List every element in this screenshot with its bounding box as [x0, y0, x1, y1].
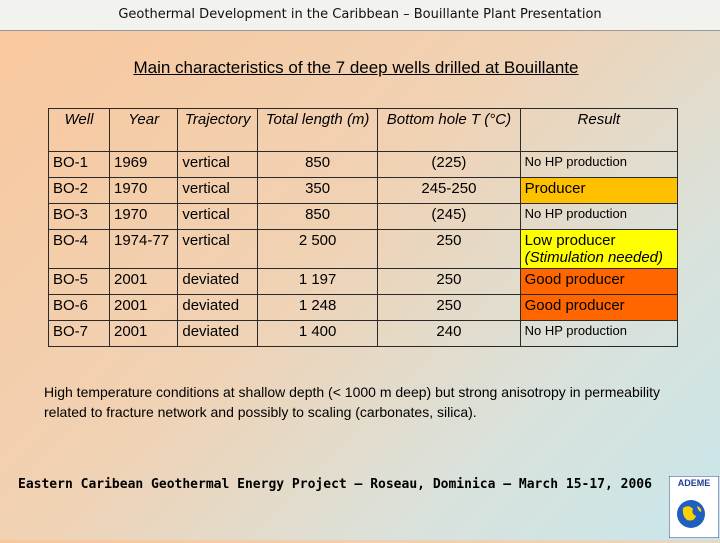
result-cell: No HP production [519, 151, 679, 178]
col-header-well: Well [48, 108, 110, 152]
trajectory-cell: vertical [177, 203, 258, 230]
table-row: BO-4 1974-77 vertical 2 500 250 Low producer(… [48, 229, 679, 269]
result-cell: Good producer [519, 294, 679, 321]
well-cell: BO-4 [48, 229, 110, 269]
table-row: BO-5 2001 deviated 1 197 250 Good producer [48, 268, 679, 295]
temp-cell: 250 [377, 229, 521, 269]
col-header-length: Total length (m) [256, 108, 379, 152]
trajectory-cell: vertical [177, 229, 258, 269]
well-cell: BO-6 [48, 294, 110, 321]
header-text: Geothermal Development in the Caribbean … [118, 7, 602, 22]
slide-title: Main characteristics of the 7 deep wells… [133, 58, 579, 77]
trajectory-cell: vertical [177, 151, 258, 178]
well-cell: BO-1 [48, 151, 110, 178]
length-cell: 1 197 [256, 268, 379, 295]
length-cell: 850 [256, 151, 379, 178]
wells-table: Well Year Trajectory Total length (m) Bo… [48, 108, 679, 347]
temp-cell: 240 [377, 320, 521, 347]
temp-cell: 250 [377, 294, 521, 321]
footer-text: Eastern Caribean Geothermal Energy Proje… [18, 477, 652, 492]
well-cell: BO-5 [48, 268, 110, 295]
length-cell: 850 [256, 203, 379, 230]
result-cell: Low producer (Stimulation needed) [519, 229, 679, 269]
note-text: High temperature conditions at shallow d… [44, 384, 660, 420]
col-header-trajectory: Trajectory [177, 108, 258, 152]
result-cell: Good producer [519, 268, 679, 295]
table-row: BO-1 1969 vertical 850 (225) No HP production [48, 151, 679, 178]
year-cell: 2001 [108, 320, 179, 347]
well-cell: BO-3 [48, 203, 110, 230]
temp-cell: (245) [377, 203, 521, 230]
ademe-logo: ADEME [668, 475, 720, 539]
trajectory-cell: vertical [177, 177, 258, 204]
table-row: BO-7 2001 deviated 1 400 240 No HP production [48, 320, 679, 347]
trajectory-cell: deviated [177, 268, 258, 295]
year-cell: 1970 [108, 177, 179, 204]
year-cell: 2001 [108, 294, 179, 321]
length-cell: 1 400 [256, 320, 379, 347]
col-header-result: Result [519, 108, 679, 152]
year-cell: 1970 [108, 203, 179, 230]
temp-cell: (225) [377, 151, 521, 178]
well-cell: BO-2 [48, 177, 110, 204]
globe-icon [677, 500, 705, 528]
year-cell: 2001 [108, 268, 179, 295]
year-cell: 1974-77 [108, 229, 179, 269]
result-cell: Producer [519, 177, 679, 204]
table-row: BO-3 1970 vertical 850 (245) No HP production [48, 203, 679, 230]
slide-header: Geothermal Development in the Caribbean … [0, 0, 720, 31]
length-cell: 1 248 [256, 294, 379, 321]
col-header-year: Year [108, 108, 179, 152]
result-cell: No HP production [519, 320, 679, 347]
year-cell: 1969 [108, 151, 179, 178]
temp-cell: 250 [377, 268, 521, 295]
table-row: BO-6 2001 deviated 1 248 250 Good producer [48, 294, 679, 321]
table-body: BO-1 1969 vertical 850 (225) No HP production… [48, 151, 679, 347]
result-cell: No HP production [519, 203, 679, 230]
length-cell: 2 500 [256, 229, 379, 269]
col-header-temp: Bottom hole T (°C) [377, 108, 521, 152]
logo-text: ADEME [678, 478, 711, 488]
table-header-row: Well Year Trajectory Total length (m) Bo… [48, 108, 679, 152]
trajectory-cell: deviated [177, 294, 258, 321]
well-cell: BO-7 [48, 320, 110, 347]
table-row: BO-2 1970 vertical 350 245-250 Producer [48, 177, 679, 204]
length-cell: 350 [256, 177, 379, 204]
trajectory-cell: deviated [177, 320, 258, 347]
temp-cell: 245-250 [377, 177, 521, 204]
